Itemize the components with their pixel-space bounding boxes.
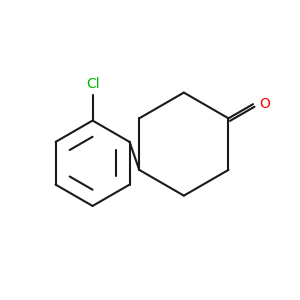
Text: Cl: Cl <box>86 77 99 92</box>
Text: O: O <box>260 97 270 111</box>
